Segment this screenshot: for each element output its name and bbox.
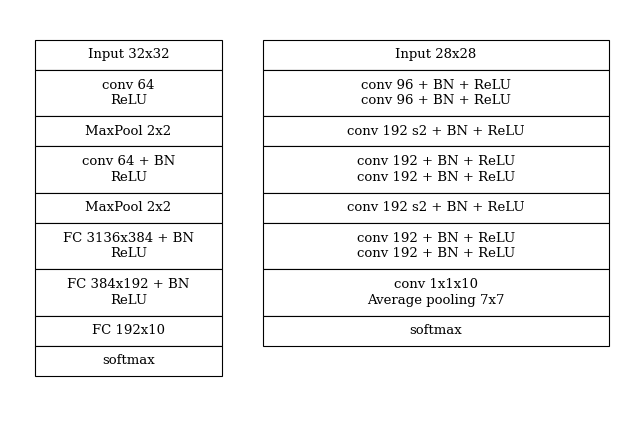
Text: conv 192 + BN + ReLU: conv 192 + BN + ReLU bbox=[357, 155, 515, 168]
Text: FC 384x192 + BN: FC 384x192 + BN bbox=[67, 279, 190, 291]
Text: Input 32x32: Input 32x32 bbox=[87, 48, 169, 61]
Bar bbox=[263, 146, 609, 193]
Text: ReLU: ReLU bbox=[110, 171, 147, 183]
Text: conv 64 + BN: conv 64 + BN bbox=[82, 155, 175, 168]
Text: softmax: softmax bbox=[410, 324, 462, 337]
Bar bbox=[263, 269, 609, 316]
Bar bbox=[35, 146, 222, 193]
Text: ReLU: ReLU bbox=[110, 247, 147, 260]
Bar bbox=[263, 223, 609, 269]
Bar bbox=[263, 316, 609, 346]
Text: MaxPool 2x2: MaxPool 2x2 bbox=[86, 125, 171, 138]
Text: ReLU: ReLU bbox=[110, 94, 147, 107]
Text: ReLU: ReLU bbox=[110, 294, 147, 307]
Text: conv 192 + BN + ReLU: conv 192 + BN + ReLU bbox=[357, 247, 515, 260]
Bar bbox=[263, 70, 609, 116]
Bar bbox=[35, 269, 222, 316]
Text: conv 96 + BN + ReLU: conv 96 + BN + ReLU bbox=[361, 79, 511, 92]
Text: Average pooling 7x7: Average pooling 7x7 bbox=[367, 294, 505, 307]
Text: conv 1x1x10: conv 1x1x10 bbox=[394, 279, 478, 291]
Text: conv 96 + BN + ReLU: conv 96 + BN + ReLU bbox=[361, 94, 511, 107]
Bar bbox=[35, 193, 222, 223]
Text: FC 3136x384 + BN: FC 3136x384 + BN bbox=[63, 232, 194, 245]
Bar bbox=[263, 40, 609, 70]
Bar bbox=[263, 116, 609, 146]
Bar bbox=[35, 223, 222, 269]
Text: FC 192x10: FC 192x10 bbox=[92, 324, 165, 337]
Text: conv 192 s2 + BN + ReLU: conv 192 s2 + BN + ReLU bbox=[347, 201, 525, 214]
Bar bbox=[35, 316, 222, 346]
Text: softmax: softmax bbox=[102, 354, 155, 367]
Text: conv 192 + BN + ReLU: conv 192 + BN + ReLU bbox=[357, 232, 515, 245]
Bar bbox=[35, 346, 222, 376]
Bar bbox=[263, 193, 609, 223]
Text: MaxPool 2x2: MaxPool 2x2 bbox=[86, 201, 171, 214]
Bar bbox=[35, 70, 222, 116]
Text: conv 64: conv 64 bbox=[102, 79, 155, 92]
Bar bbox=[35, 40, 222, 70]
Text: Input 28x28: Input 28x28 bbox=[395, 48, 477, 61]
Text: conv 192 s2 + BN + ReLU: conv 192 s2 + BN + ReLU bbox=[347, 125, 525, 138]
Bar bbox=[35, 116, 222, 146]
Text: conv 192 + BN + ReLU: conv 192 + BN + ReLU bbox=[357, 171, 515, 183]
